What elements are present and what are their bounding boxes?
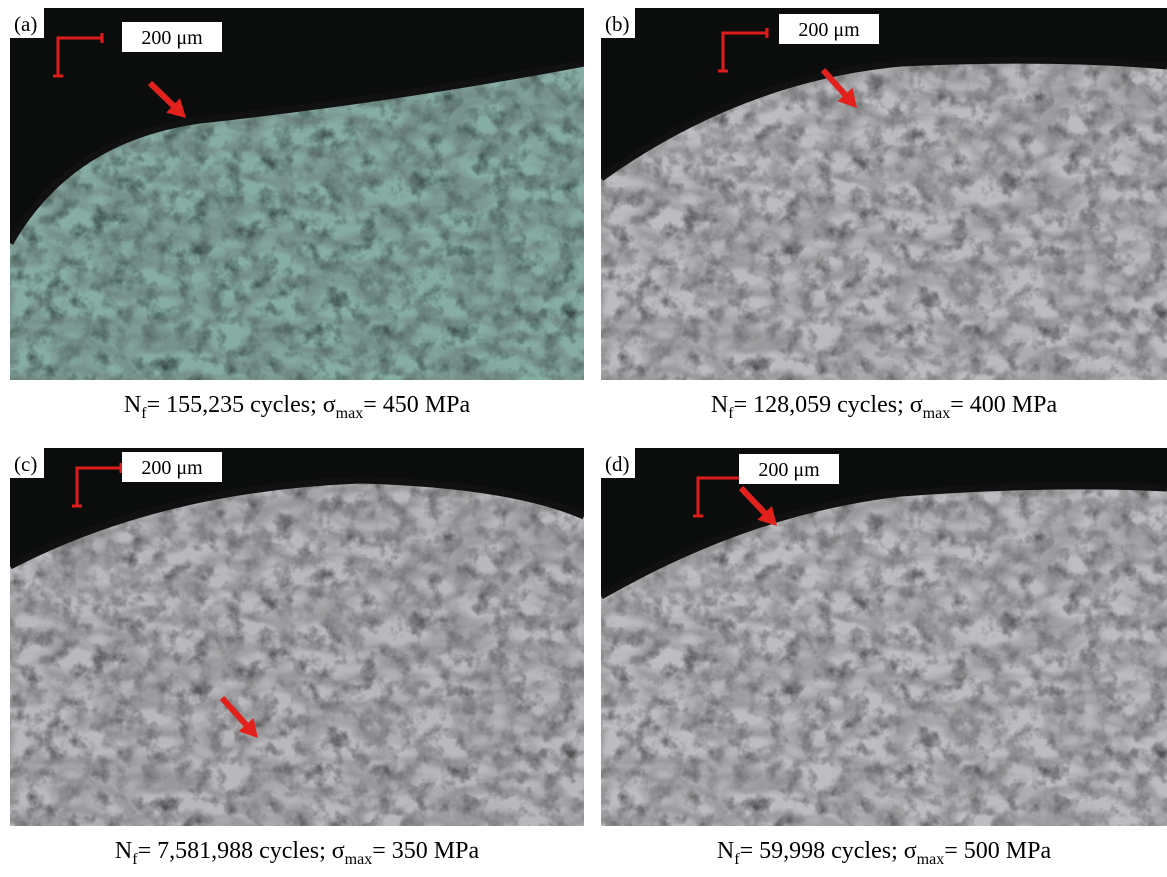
scale-text: 200 μm xyxy=(141,457,203,479)
caption-part: N xyxy=(711,392,728,418)
caption: Nf= 128,059 cycles; σmax= 400 MPa xyxy=(711,392,1058,422)
caption-part: max xyxy=(923,405,951,422)
micrograph: (c) 200 μm xyxy=(10,448,584,826)
caption-part: N xyxy=(124,392,141,418)
panel-label: (d) xyxy=(605,452,630,476)
panel-label: (a) xyxy=(14,12,37,36)
panel-label: (b) xyxy=(605,12,630,36)
caption-part: = 450 MPa xyxy=(363,392,470,418)
panel-label: (c) xyxy=(14,452,37,476)
caption-part: = 500 MPa xyxy=(944,838,1051,864)
figure: (a) 200 μm Nf= 155,235 cycles; σmax= 450 M… xyxy=(0,0,1167,872)
caption-part: max xyxy=(345,851,373,868)
caption-part: max xyxy=(917,851,945,868)
caption: Nf= 7,581,988 cycles; σmax= 350 MPa xyxy=(115,838,480,868)
micrograph: (d) 200 μm xyxy=(601,448,1167,826)
caption-part: = 350 MPa xyxy=(372,838,479,864)
image xyxy=(601,8,1167,380)
caption-part: = 59,998 cycles; σ xyxy=(740,838,917,864)
caption-part: N xyxy=(115,838,132,864)
caption-part: N xyxy=(717,838,734,864)
caption: Nf= 59,998 cycles; σmax= 500 MPa xyxy=(717,838,1052,868)
scale-text: 200 μm xyxy=(798,19,860,41)
caption-part: = 128,059 cycles; σ xyxy=(734,392,923,418)
caption: Nf= 155,235 cycles; σmax= 450 MPa xyxy=(124,392,471,422)
scale-text: 200 μm xyxy=(141,27,203,49)
image xyxy=(10,448,584,826)
caption-part: = 400 MPa xyxy=(950,392,1057,418)
image xyxy=(10,8,584,380)
scale-text: 200 μm xyxy=(758,459,820,481)
image xyxy=(601,448,1167,826)
micrograph: (b) 200 μm xyxy=(601,8,1167,380)
micrograph: (a) 200 μm xyxy=(10,8,584,380)
page: (a) 200 μm Nf= 155,235 cycles; σmax= 450 M… xyxy=(0,0,1167,872)
caption-part: = 7,581,988 cycles; σ xyxy=(138,838,345,864)
caption-part: = 155,235 cycles; σ xyxy=(147,392,336,418)
caption-part: max xyxy=(336,405,364,422)
